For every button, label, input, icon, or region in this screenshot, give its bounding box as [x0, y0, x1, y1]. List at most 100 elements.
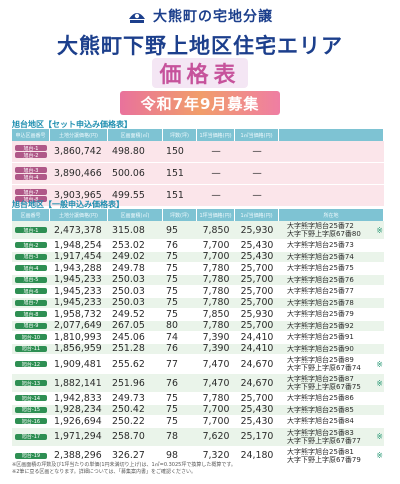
col-header: 1坪当価格(円) — [197, 129, 235, 141]
lot-cell: 旭台-7 旭台-8 — [12, 189, 50, 203]
address-cell: 大字熊字旭台25番72 大字下野上字原67番80 — [279, 222, 384, 238]
tsubo-cell: 75 — [166, 392, 178, 404]
tsubo-cell: 98 — [166, 450, 178, 461]
address-line: 大字下野上字原67番77 — [287, 436, 361, 445]
area-cell: 267.05 — [112, 320, 145, 332]
col-header: 区画番号 — [12, 209, 50, 221]
address-cell: 大字熊字旭台25番75 — [279, 264, 384, 272]
tsubo-cell: 76 — [166, 239, 178, 251]
address-line: 大字熊字旭台25番83 — [287, 428, 354, 437]
tsubo-price-cell: 7,700 — [202, 404, 230, 416]
price-cell: 2,077,649 — [54, 320, 102, 332]
sqm-price-cell: 25,700 — [240, 297, 274, 309]
area-cell: 326.27 — [112, 450, 145, 461]
address-line: 大字熊字旭台25番74 — [287, 252, 354, 261]
price-cell: 2,388,296 — [54, 450, 102, 461]
address-cell: 大字熊字旭台25番89 大字下野上字原67番74 — [279, 356, 384, 372]
sqm-price-cell: — — [252, 168, 262, 179]
tsubo-price-cell: 7,850 — [202, 308, 230, 320]
col-header: 区画面積(㎡) — [108, 129, 163, 141]
address-line: 大字熊字旭台25番72 — [287, 222, 354, 230]
lot-badge: 旭台-17 — [15, 433, 47, 440]
tsubo-price-cell: 7,850 — [202, 224, 230, 236]
table-row: 旭台-1 2,473,378 315.08 95 7,850 25,930 大字熊字旭台25… — [12, 221, 384, 240]
address-line: 大字下野上字原67番80 — [287, 230, 361, 238]
tsubo-cell: 150 — [166, 146, 184, 157]
brand-row: 大熊町の宅地分譲 — [0, 5, 400, 27]
page-header: 大熊町の宅地分譲 大熊町下野上地区住宅エリア 価格表 令和7年9月募集 — [0, 0, 400, 118]
area-cell: 250.42 — [112, 404, 145, 416]
sqm-price-cell: 24,670 — [240, 358, 274, 370]
area-cell: 250.03 — [112, 297, 145, 309]
area-cell: 253.02 — [112, 239, 145, 251]
address-cell: 大字熊字旭台25番77 — [279, 287, 384, 295]
footnote: ※2筆に亘る区画となります。詳細については、「募集案内書」をご確認ください。 — [12, 469, 196, 475]
lot-cell: 旭台-1 旭台-2 — [12, 145, 50, 159]
table-row: 旭台-3 1,917,454 249.02 75 7,700 25,430 大字熊字旭台25… — [12, 251, 384, 263]
area-cell: 251.96 — [112, 377, 145, 389]
area-cell: 315.08 — [112, 224, 145, 236]
sqm-price-cell: 25,930 — [240, 224, 274, 236]
lot-cell: 旭台-11 — [12, 345, 50, 352]
table-row: 旭台-7 1,945,233 250.03 75 7,780 25,700 大字熊字旭台25… — [12, 297, 384, 309]
table-row: 旭台-11 1,856,959 251.28 76 7,390 24,410 大字熊字旭台2… — [12, 343, 384, 355]
sqm-price-cell: 24,670 — [240, 377, 274, 389]
set-price-table: 申込区画番号 土地分譲価格(円) 区画面積(㎡) 坪数(坪) 1坪当価格(円) … — [12, 129, 384, 207]
page-title: 大熊町下野上地区住宅エリア — [57, 34, 343, 58]
address-line: 大字熊字旭台25番89 — [287, 356, 354, 364]
price-cell: 1,971,294 — [54, 431, 102, 442]
tsubo-cell: 75 — [166, 415, 178, 427]
address-cell: 大字熊字旭台25番73 — [279, 241, 384, 249]
area-cell: 249.78 — [112, 262, 145, 274]
tsubo-cell: 75 — [166, 308, 178, 320]
tsubo-price-cell: 7,780 — [202, 320, 230, 332]
address-line: 大字下野上字原67番74 — [287, 364, 361, 372]
tsubo-price-cell: 7,470 — [202, 358, 230, 370]
table-row: 旭台-16 1,926,694 250.22 75 7,700 25,430 大字熊字旭台2… — [12, 416, 384, 428]
lot-badges: 旭台-1 旭台-2 — [15, 145, 47, 159]
lot-cell: 旭台-4 — [12, 265, 50, 272]
address-line: 大字下野上字原67番75 — [287, 383, 361, 391]
tsubo-price-cell: 7,780 — [202, 285, 230, 297]
lot-badge: 旭台-2 — [15, 242, 47, 249]
tsubo-cell: 151 — [166, 190, 184, 201]
lot-badge: 旭台-3 — [15, 167, 47, 174]
address-line: 大字熊字旭台25番77 — [287, 287, 354, 296]
price-cell: 1,945,233 — [54, 285, 102, 297]
sqm-price-cell: 25,700 — [240, 262, 274, 274]
lot-badge: 旭台-8 — [15, 196, 47, 203]
tsubo-cell: 77 — [166, 358, 178, 370]
area-cell: 245.06 — [112, 331, 145, 343]
address-cell: 大字熊字旭台25番76 — [279, 276, 384, 284]
address-line: 大字熊字旭台25番84 — [287, 417, 354, 426]
lot-badge: 旭台-10 — [15, 334, 47, 341]
address-cell: 大字熊字旭台25番87 大字下野上字原67番75 — [279, 375, 384, 391]
area-cell: 255.62 — [112, 358, 145, 370]
price-cell: 1,917,454 — [54, 251, 102, 263]
price-table-heading: 価格表 — [159, 63, 241, 88]
area-cell: 249.02 — [112, 251, 145, 263]
table-row: 旭台-15 1,928,234 250.42 75 7,700 25,430 大字熊字旭台2… — [12, 404, 384, 416]
lot-cell: 旭台-8 — [12, 311, 50, 318]
lot-cell: 旭台-10 — [12, 334, 50, 341]
lot-cell: 旭台-6 — [12, 288, 50, 295]
recruit-text: 令和7年9月募集 — [140, 94, 260, 113]
lot-badge: 旭台-13 — [15, 380, 47, 387]
col-header: 坪数(坪) — [163, 129, 197, 141]
table-row: 旭台-3 旭台-4 3,890,466 500.06 151 — — — [12, 163, 384, 185]
address-line: 大字熊字旭台25番75 — [287, 264, 354, 273]
lot-badge: 旭台-1 — [15, 145, 47, 152]
tsubo-price-cell: 7,780 — [202, 262, 230, 274]
lot-badge: 旭台-5 — [15, 276, 47, 283]
sqm-price-cell: 25,700 — [240, 274, 274, 286]
table-row: 旭台-4 1,943,288 249.78 75 7,780 25,700 大字熊字旭台25… — [12, 263, 384, 275]
sqm-price-cell: 25,700 — [240, 392, 274, 404]
address-line: 大字熊字旭台25番79 — [287, 310, 354, 319]
brand-text: 大熊町の宅地分譲 — [153, 9, 273, 25]
table-row: 旭台-5 1,945,233 250.03 75 7,780 25,700 大字熊字旭台25… — [12, 274, 384, 286]
sqm-price-cell: 25,930 — [240, 308, 274, 320]
address-cell: 大字熊字旭台25番79 — [279, 310, 384, 318]
lot-badge: 旭台-7 — [15, 299, 47, 306]
area-cell: 249.52 — [112, 308, 145, 320]
town-emblem-icon — [129, 13, 145, 23]
